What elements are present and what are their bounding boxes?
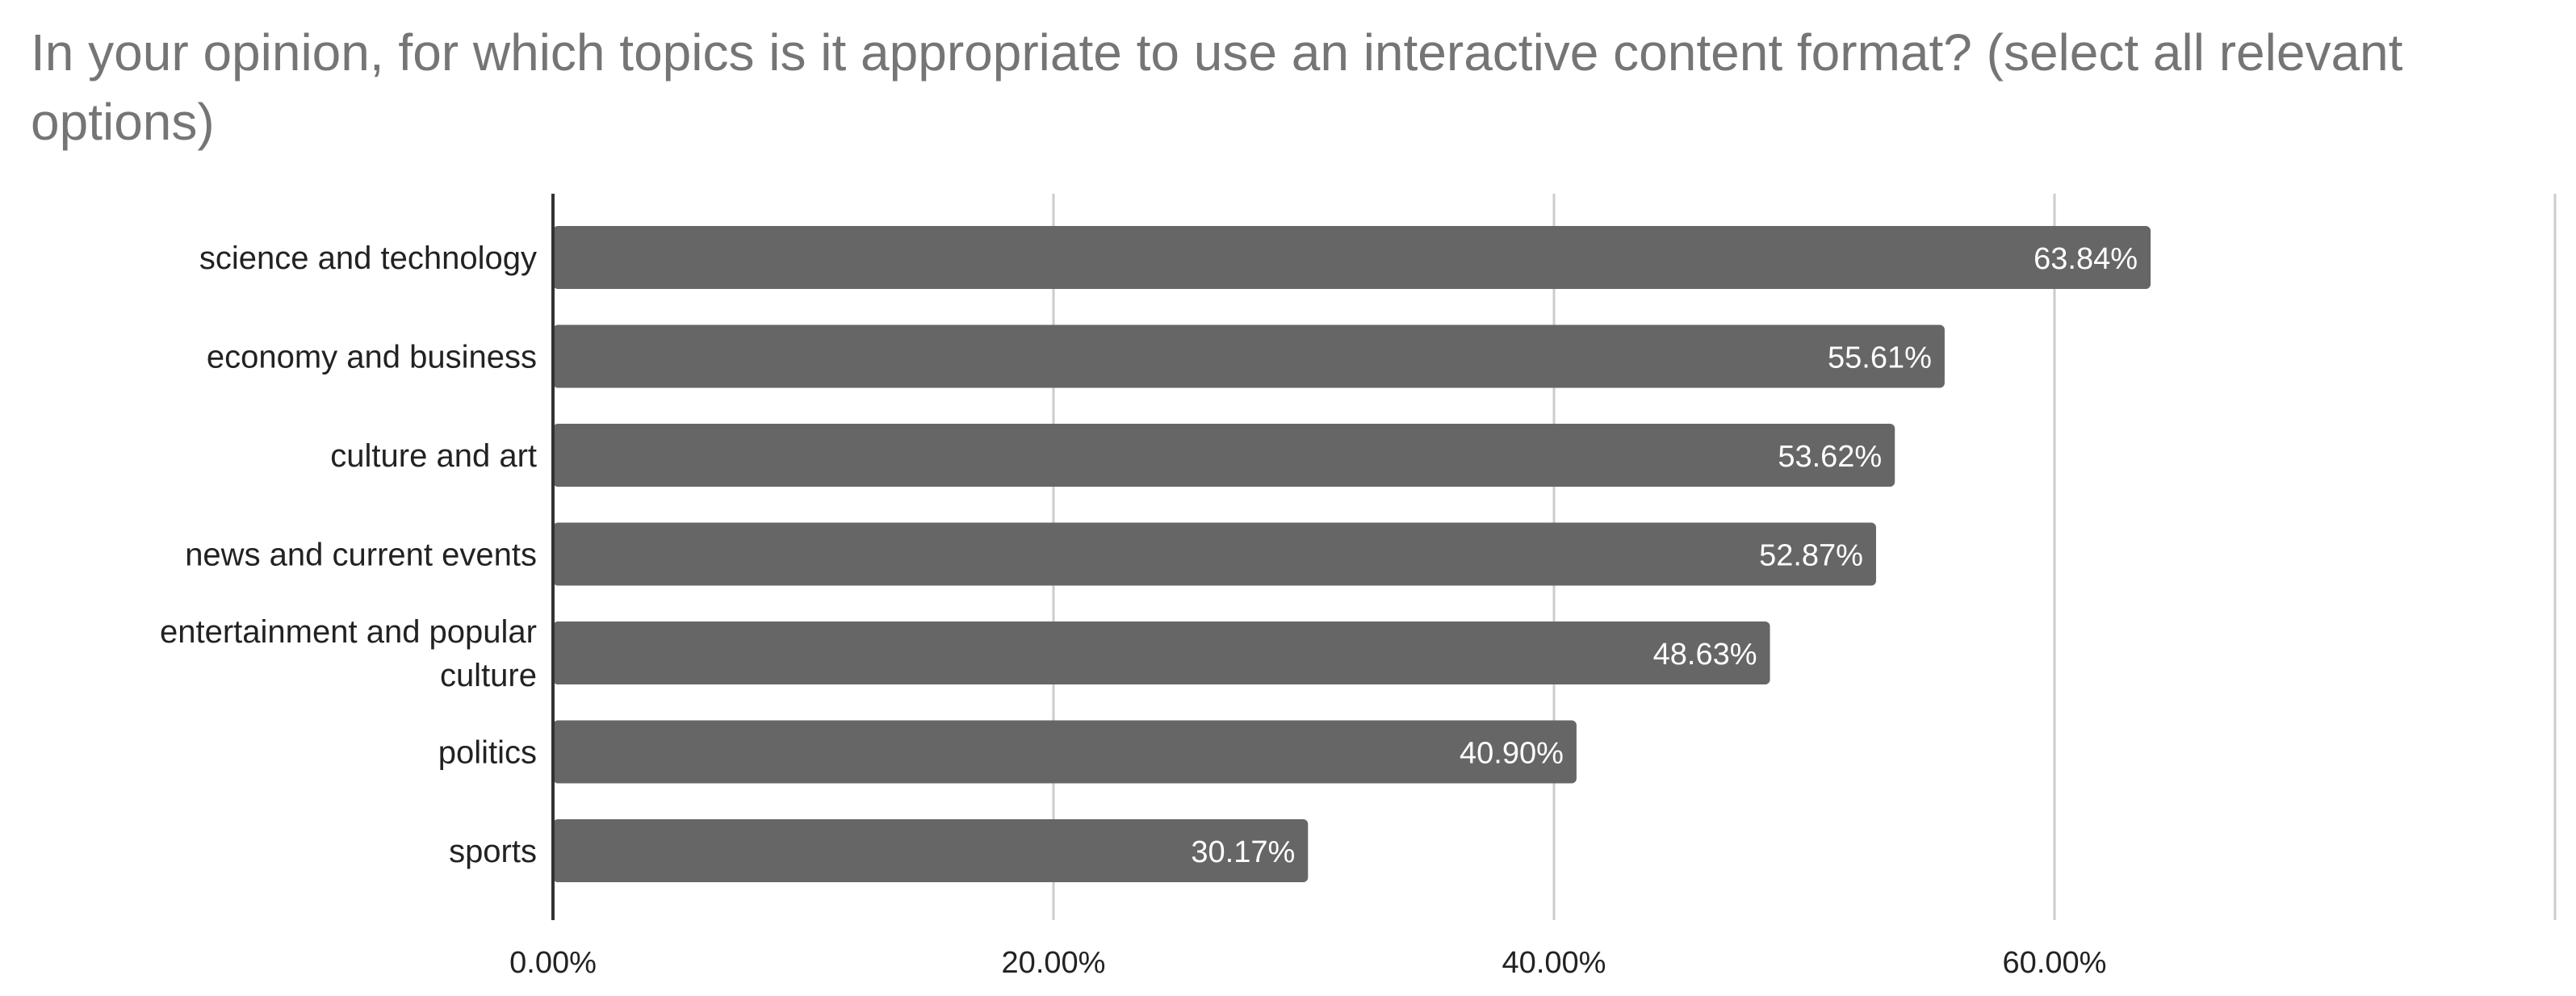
bar [553,819,1309,882]
chart-title: In your opinion, for which topics is it … [31,23,2403,151]
bars: 63.84% 55.61% 53.62% 52.87% 48.63% 40.90% 30.1… [553,226,2151,882]
bar [553,621,1770,684]
category-labels: science and technology economy and busine… [160,241,537,869]
data-label: 53.62% [1778,440,1882,474]
bar [553,424,1895,487]
data-label: 40.90% [1460,737,1564,771]
category-label: news and current events [185,538,537,573]
x-tick-label: 20.00% [1002,946,1106,980]
bar [553,324,1945,388]
data-label: 63.84% [2034,242,2138,276]
data-label: 30.17% [1191,835,1295,869]
category-label: science and technology [199,241,537,276]
bar [553,720,1577,784]
data-label: 48.63% [1653,638,1757,672]
category-label: politics [438,735,537,771]
x-axis-ticks: 0.00% 20.00% 40.00% 60.00% [509,946,2106,980]
x-tick-label: 0.00% [509,946,597,980]
bar [553,226,2151,289]
x-tick-label: 60.00% [2003,946,2107,980]
bar [553,522,1876,586]
data-label: 55.61% [1828,341,1932,375]
category-label: entertainment and popular culture [160,614,537,693]
data-label: 52.87% [1759,539,1863,573]
category-label: culture and art [330,438,537,474]
category-label: sports [449,834,537,869]
category-label: economy and business [207,340,537,375]
x-tick-label: 40.00% [1502,946,1606,980]
